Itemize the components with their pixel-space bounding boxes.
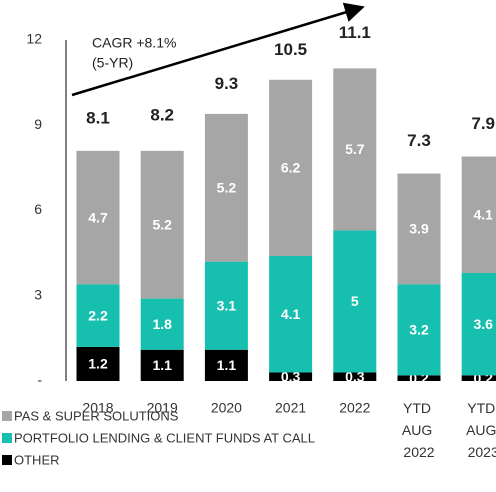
bar-segment (140, 349, 184, 381)
cagr-arrow (71, 2, 365, 97)
annotation: CAGR +8.1% (92, 35, 176, 51)
annotation: (5-YR) (92, 55, 133, 71)
data-label: 1.8 (152, 316, 172, 332)
data-label: 4.1 (281, 306, 301, 322)
bar-segment (397, 284, 441, 376)
total-label: 8.2 (150, 105, 174, 124)
total-label: 10.5 (274, 40, 307, 59)
y-tick-label: 6 (34, 201, 42, 217)
total-label: 7.3 (407, 131, 431, 150)
x-tick-label: YTD AUG 2022 (402, 400, 436, 460)
bar-segment (269, 79, 313, 256)
y-tick-label: 9 (34, 116, 42, 132)
legend-swatch (2, 455, 12, 465)
data-label: 3.6 (473, 316, 493, 332)
legend-swatch (2, 433, 12, 443)
total-label: 8.1 (86, 108, 110, 127)
bar-segment (269, 255, 313, 373)
bar-segment (333, 230, 377, 373)
bar-segment (461, 156, 496, 274)
bar-segment (333, 372, 377, 381)
bar-segment (461, 273, 496, 376)
bar-segment (397, 173, 441, 285)
bar-segment (461, 375, 496, 381)
x-tick-label: 2020 (211, 400, 242, 416)
data-label: 1.1 (152, 357, 172, 373)
bar-segment (397, 375, 441, 381)
bar-segment (333, 68, 377, 231)
bar-segment (140, 298, 184, 350)
total-label: 11.1 (339, 23, 371, 42)
data-label: 4.1 (473, 206, 493, 222)
data-label: 5 (351, 293, 359, 309)
data-label: 3.9 (409, 221, 429, 237)
y-tick-label: - (37, 372, 42, 388)
data-label: 2.2 (88, 307, 108, 323)
x-tick-label: 2022 (339, 400, 370, 416)
data-label: 4.7 (88, 209, 108, 225)
x-tick-label: 2019 (147, 400, 178, 416)
total-label: 9.3 (215, 74, 239, 93)
bar-segment (204, 113, 248, 262)
y-tick-label: 12 (26, 31, 42, 47)
legend-swatch (2, 411, 12, 421)
bar-segment (269, 372, 313, 381)
x-tick-label: YTD AUG 2023 (466, 400, 496, 460)
x-tick-label: 2021 (275, 400, 306, 416)
data-label: 3.1 (217, 297, 237, 313)
data-label: 1.2 (88, 356, 108, 372)
legend-label: PORTFOLIO LENDING & CLIENT FUNDS AT CALL (14, 430, 315, 445)
bar-segment (204, 349, 248, 381)
data-label: 5.2 (217, 179, 237, 195)
data-label: 6.2 (281, 160, 301, 176)
legend-label: PAS & SUPER SOLUTIONS (14, 408, 179, 423)
total-label: 7.9 (471, 114, 495, 133)
data-label: 5.2 (152, 216, 172, 232)
x-tick-label: 2018 (82, 400, 113, 416)
bar-segment (76, 284, 120, 347)
data-label: 3.2 (409, 322, 429, 338)
bar-segment (140, 150, 184, 299)
legend-label: OTHER (14, 452, 60, 467)
y-tick-label: 3 (34, 286, 42, 302)
data-label: 1.1 (217, 357, 237, 373)
bar-segment (76, 150, 120, 285)
bar-segment (76, 346, 120, 381)
bar-segment (204, 261, 248, 350)
data-label: 5.7 (345, 141, 365, 157)
